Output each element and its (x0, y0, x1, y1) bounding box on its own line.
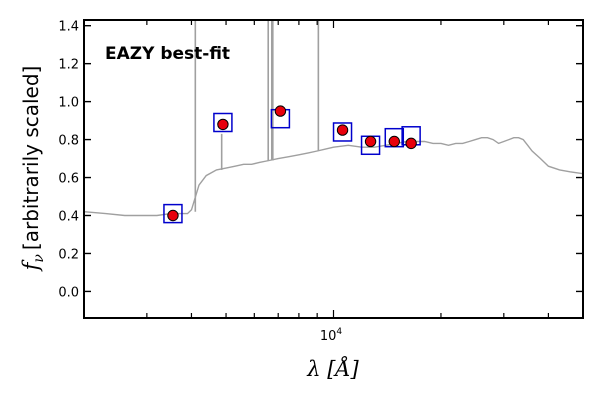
observed-flux-point-6 (405, 137, 417, 150)
plot-frame (83, 19, 584, 319)
template-continuum (83, 136, 584, 217)
model-flux-box-1 (213, 112, 233, 133)
axis-ticks: 0.0 0.2 0.4 0.6 0.8 1.0 1.2 1.4 (58, 20, 584, 318)
y-tick-label-4: 0.8 (58, 134, 79, 149)
x-tick-exponent: 4 (336, 327, 342, 337)
x-tick-base: 10 (320, 329, 337, 344)
y-tick-label-6: 1.2 (58, 58, 79, 73)
y-tick-label-0: 0.0 (58, 285, 79, 300)
y-tick-label-7: 1.4 (58, 20, 79, 35)
observed-flux-point-1 (217, 118, 229, 131)
y-axis-label: fν [arbitrarily scaled] (19, 66, 47, 273)
observed-flux-point-5 (388, 135, 400, 148)
y-tick-label-5: 1.0 (58, 96, 79, 111)
observed-flux-point-0 (167, 209, 179, 222)
x-tick-label: 104 (320, 327, 343, 344)
photometry-layer (163, 105, 421, 224)
observed-flux-point-2 (274, 105, 287, 117)
y-axis-symbol: f (19, 259, 43, 272)
y-axis-text: [arbitrarily scaled] (19, 66, 43, 250)
annotation-label: EAZY best-fit (105, 44, 230, 64)
y-tick-label-3: 0.6 (58, 172, 79, 187)
y-tick-label-2: 0.4 (58, 210, 79, 225)
x-axis-label: λ [Å] (306, 356, 359, 381)
y-axis-subscript: ν (31, 254, 47, 263)
observed-flux-point-4 (364, 135, 377, 148)
model-flux-box-0 (163, 203, 183, 224)
observed-flux-point-3 (336, 124, 349, 136)
y-tick-label-1: 0.2 (58, 247, 79, 262)
model-flux-box-3 (332, 122, 353, 142)
